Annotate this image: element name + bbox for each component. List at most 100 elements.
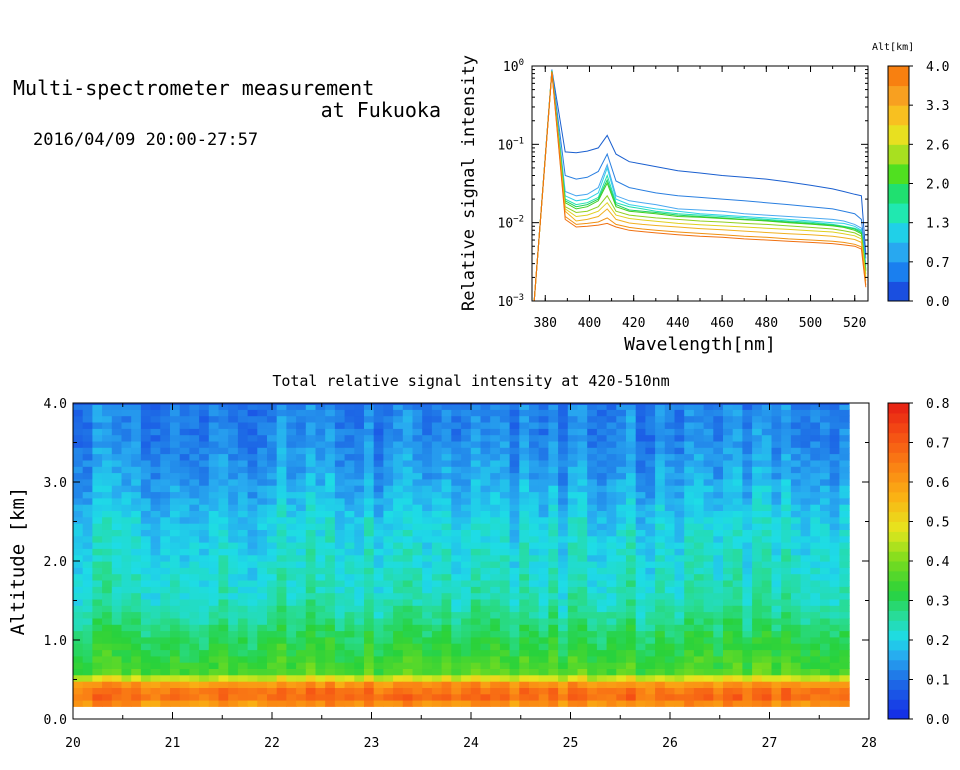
- heatmap-cell: [732, 529, 743, 537]
- heatmap-cell: [208, 459, 220, 467]
- spectrum-series-10: [533, 71, 867, 301]
- heatmap-cell: [218, 636, 229, 644]
- heatmap-cell: [237, 472, 249, 480]
- heatmap-cell: [577, 548, 588, 556]
- intensity-colorbar-ticks: 0.80.70.60.50.40.30.20.10.0: [909, 397, 950, 728]
- heatmap-cell: [111, 409, 123, 417]
- heatmap-cell: [257, 649, 268, 657]
- heatmap-cell: [237, 624, 249, 632]
- heatmap-cell: [412, 434, 423, 442]
- heatmap-cell: [567, 605, 579, 613]
- heatmap-cell: [199, 447, 210, 455]
- heatmap-cell: [626, 554, 637, 562]
- heatmap-cell: [703, 554, 714, 562]
- heatmap-cell: [645, 523, 656, 530]
- heatmap-cell: [140, 643, 152, 651]
- heatmap-cell: [402, 636, 414, 644]
- heatmap-cell: [73, 428, 84, 436]
- heatmap-cell: [684, 491, 695, 499]
- heatmap-cell: [73, 592, 84, 600]
- heatmap-cell: [587, 459, 598, 467]
- heatmap-cell: [538, 554, 549, 562]
- heatmap-cell: [800, 485, 811, 493]
- heatmap-cell: [674, 504, 685, 511]
- heatmap-cell: [73, 510, 84, 518]
- heatmap-cell: [354, 554, 365, 562]
- heatmap-cell: [441, 510, 452, 518]
- heatmap-cell: [519, 485, 530, 493]
- heatmap-cell: [247, 643, 258, 651]
- heatmap-cell: [451, 491, 462, 499]
- heatmap-cell: [160, 459, 171, 467]
- heatmap-cell: [422, 554, 433, 562]
- heatmap-cell: [189, 453, 200, 461]
- heatmap-cell: [364, 523, 375, 530]
- heatmap-cell: [693, 548, 705, 556]
- heatmap-cell: [102, 535, 113, 543]
- heatmap-cell: [344, 592, 355, 600]
- heatmap-cell: [800, 687, 811, 695]
- heatmap-cell: [761, 510, 773, 518]
- heatmap-cell: [102, 636, 113, 644]
- heatmap-cell: [208, 624, 220, 632]
- heatmap-cell: [558, 535, 569, 543]
- heatmap-cell: [790, 504, 802, 511]
- heatmap-cell: [781, 636, 792, 644]
- heatmap-cell: [325, 535, 336, 543]
- heatmap-cell: [752, 485, 763, 493]
- heatmap-cell: [140, 548, 152, 556]
- heatmap-cell: [616, 687, 627, 695]
- heatmap-cell: [839, 561, 850, 568]
- heatmap-cell: [684, 561, 695, 568]
- heatmap-cell: [461, 674, 472, 682]
- heatmap-cell: [131, 516, 142, 524]
- heatmap-cell: [296, 466, 307, 474]
- intensity-colorbar-cells: [888, 403, 909, 720]
- heatmap-cell: [723, 422, 734, 429]
- heatmap-cell: [315, 649, 326, 657]
- heatmap-cell: [596, 573, 608, 581]
- heatmap-cell: [102, 504, 113, 511]
- heatmap-cell: [800, 516, 811, 524]
- heatmap-cell: [761, 561, 773, 568]
- heatmap-cell: [839, 535, 850, 543]
- heatmap-cell: [102, 485, 113, 493]
- heatmap-cell: [529, 573, 540, 581]
- heatmap-cell: [344, 649, 355, 657]
- heatmap-cell: [810, 529, 821, 537]
- heatmap-cell: [596, 605, 608, 613]
- heatmap-cell: [247, 516, 258, 524]
- heatmap-cell: [111, 598, 123, 606]
- heatmap-cell: [771, 617, 782, 625]
- heatmap-cell: [160, 478, 171, 486]
- heatmap-cell: [839, 681, 850, 688]
- heatmap-cell: [150, 655, 161, 663]
- heatmap-cell: [596, 554, 608, 562]
- heatmap-cell: [131, 466, 142, 474]
- heatmap-cell: [490, 428, 501, 436]
- heatmap-cell: [693, 554, 705, 562]
- heatmap-cell: [781, 662, 792, 669]
- heatmap-cell: [752, 415, 763, 423]
- heatmap-cell: [548, 491, 559, 499]
- heatmap-cell: [325, 674, 336, 682]
- heatmap-cell: [567, 453, 579, 461]
- heatmap-cell: [509, 535, 520, 543]
- heatmap-cell: [315, 548, 326, 556]
- heatmap-cell: [635, 611, 646, 619]
- heatmap-cell: [402, 535, 414, 543]
- heatmap-cell: [752, 504, 763, 511]
- heatmap-cell: [761, 567, 773, 575]
- heatmap-cell: [140, 422, 152, 429]
- heatmap-cell: [412, 478, 423, 486]
- heatmap-cell: [344, 693, 355, 701]
- heatmap-cell: [267, 605, 278, 613]
- heatmap-cell: [237, 440, 249, 448]
- heatmap-cell: [693, 561, 705, 568]
- heatmap-cell: [703, 535, 714, 543]
- heatmap-cell: [461, 624, 472, 632]
- heatmap-cell: [703, 630, 714, 638]
- heatmap-cell: [499, 466, 511, 474]
- heatmap-cell: [839, 472, 850, 480]
- spectrum-x-tick-label: 420: [622, 316, 645, 331]
